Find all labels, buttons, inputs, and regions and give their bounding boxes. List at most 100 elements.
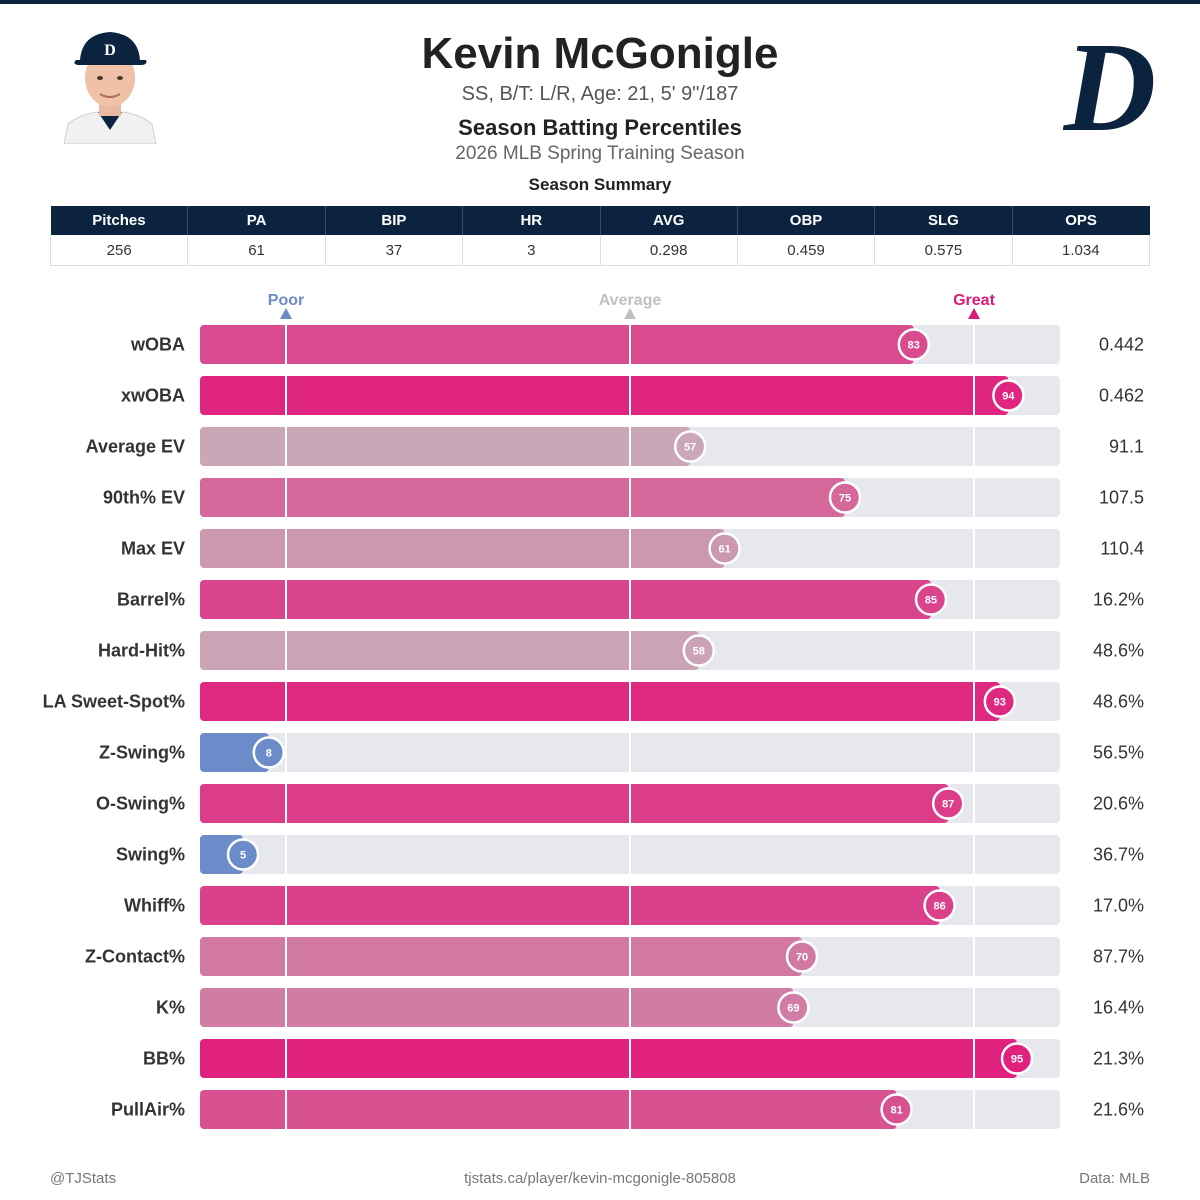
metric-label: BB% <box>143 1049 185 1069</box>
svg-text:D: D <box>1063 22 1156 146</box>
percentile-badge <box>252 736 286 769</box>
percentile-value: 85 <box>925 595 937 607</box>
metric-label: O-Swing% <box>96 794 185 814</box>
percentile-badge <box>880 1093 913 1126</box>
summary-header-cell: Pitches <box>50 206 189 235</box>
summary-header-cell: PA <box>187 206 326 235</box>
stat-value: 91.1 <box>1109 437 1144 457</box>
summary-header-cell: BIP <box>325 206 464 235</box>
summary-value-cell: 3 <box>462 235 601 266</box>
reference-marker <box>968 308 980 319</box>
metric-label: LA Sweet-Spot% <box>43 692 185 712</box>
percentile-value: 8 <box>266 748 272 760</box>
percentile-bar <box>200 376 1009 415</box>
summary-value-cell: 0.575 <box>874 235 1013 266</box>
summary-value-cell: 0.298 <box>599 235 738 266</box>
percentile-badge <box>673 430 707 463</box>
percentile-value: 86 <box>933 901 945 913</box>
svg-text:D: D <box>104 42 116 59</box>
metric-label: Z-Contact% <box>85 947 185 967</box>
percentile-value: 70 <box>796 952 808 964</box>
metric-label: 90th% EV <box>103 488 185 508</box>
percentile-badge <box>897 328 931 361</box>
percentile-bar <box>200 784 949 823</box>
stat-value: 110.4 <box>1100 539 1144 559</box>
summary-header-cell: OPS <box>1012 206 1150 235</box>
percentile-badge <box>708 532 741 565</box>
metric-label: K% <box>156 998 185 1018</box>
metric-label: wOBA <box>130 335 185 355</box>
reference-label: Average <box>599 292 662 309</box>
summary-title: Season Summary <box>528 175 672 194</box>
stat-value: 20.6% <box>1093 794 1144 814</box>
summary-header-cell: OBP <box>737 206 876 235</box>
player-name: Kevin McGonigle <box>421 29 779 78</box>
percentile-badge <box>785 940 819 973</box>
percentile-value: 94 <box>1002 391 1015 403</box>
stat-value: 48.6% <box>1093 692 1144 712</box>
summary-value-cell: 1.034 <box>1011 235 1151 266</box>
stat-value: 36.7% <box>1093 845 1144 865</box>
percentile-bar <box>200 580 931 619</box>
percentile-value: 93 <box>994 697 1006 709</box>
percentile-badge <box>226 838 260 871</box>
percentile-badge <box>931 787 965 820</box>
stat-value: 16.4% <box>1093 998 1144 1018</box>
metric-label: Hard-Hit% <box>98 641 185 661</box>
header: Kevin McGonigle SS, B/T: L/R, Age: 21, 5… <box>0 30 1200 166</box>
reference-label: Great <box>953 292 995 309</box>
summary-value-cell: 0.459 <box>736 235 876 266</box>
footer-handle: @TJStats <box>50 1170 117 1187</box>
metric-label: PullAir% <box>111 1100 185 1120</box>
percentile-value: 81 <box>890 1105 902 1117</box>
summary-value-cell: 37 <box>324 235 464 266</box>
percentile-value: 69 <box>787 1003 799 1015</box>
metric-label: Z-Swing% <box>99 743 185 763</box>
percentile-value: 75 <box>839 493 851 505</box>
chart-title: Season Batting Percentiles <box>458 115 742 140</box>
stat-value: 0.462 <box>1099 386 1144 406</box>
reference-marker <box>624 308 636 319</box>
stat-value: 16.2% <box>1093 590 1144 610</box>
percentile-badge <box>828 481 862 514</box>
percentile-bar <box>200 733 269 772</box>
summary-value-cell: 61 <box>187 235 326 266</box>
summary-header-row: Pitches PA BIP HR AVG OBP SLG OPS <box>50 206 1150 235</box>
player-bio: SS, B/T: L/R, Age: 21, 5' 9"/187 <box>461 83 739 105</box>
summary-table: Pitches PA BIP HR AVG OBP SLG OPS 256 61… <box>49 206 1151 266</box>
stat-value: 107.5 <box>1099 488 1144 508</box>
player-headshot: D <box>50 26 170 144</box>
stat-value: 48.6% <box>1093 641 1144 661</box>
summary-value-row: 256 61 37 3 0.298 0.459 0.575 1.034 <box>49 235 1151 266</box>
percentile-value: 61 <box>718 544 730 556</box>
percentile-bar <box>200 682 1000 721</box>
metric-label: Barrel% <box>117 590 185 610</box>
percentile-bar <box>200 631 699 670</box>
percentile-bar <box>200 427 691 466</box>
percentile-bar <box>200 478 845 517</box>
percentile-bar <box>200 1090 897 1129</box>
percentile-value: 58 <box>693 646 705 658</box>
top-rule <box>0 0 1200 4</box>
stat-value: 0.442 <box>1099 335 1144 355</box>
summary-value-cell: 256 <box>49 235 189 266</box>
percentile-badge <box>923 889 956 922</box>
footer-source: Data: MLB <box>1079 1170 1150 1187</box>
summary-header-cell: HR <box>462 206 601 235</box>
percentile-badge <box>1000 1042 1034 1075</box>
stat-value: 87.7% <box>1093 947 1144 967</box>
summary-header-cell: SLG <box>874 206 1013 235</box>
reference-marker <box>280 308 292 319</box>
metric-label: Max EV <box>121 539 185 559</box>
metric-label: Average EV <box>86 437 185 457</box>
percentile-bar <box>200 886 940 925</box>
percentile-badge <box>777 991 810 1024</box>
metric-label: xwOBA <box>121 386 185 406</box>
percentile-bar <box>200 1039 1017 1078</box>
team-logo: D <box>1063 22 1156 146</box>
percentile-value: 57 <box>684 442 696 454</box>
percentile-bar <box>200 529 725 568</box>
percentile-badge <box>992 379 1025 412</box>
footer-url: tjstats.ca/player/kevin-mcgonigle-805808 <box>464 1170 736 1187</box>
percentile-badge <box>983 685 1017 718</box>
